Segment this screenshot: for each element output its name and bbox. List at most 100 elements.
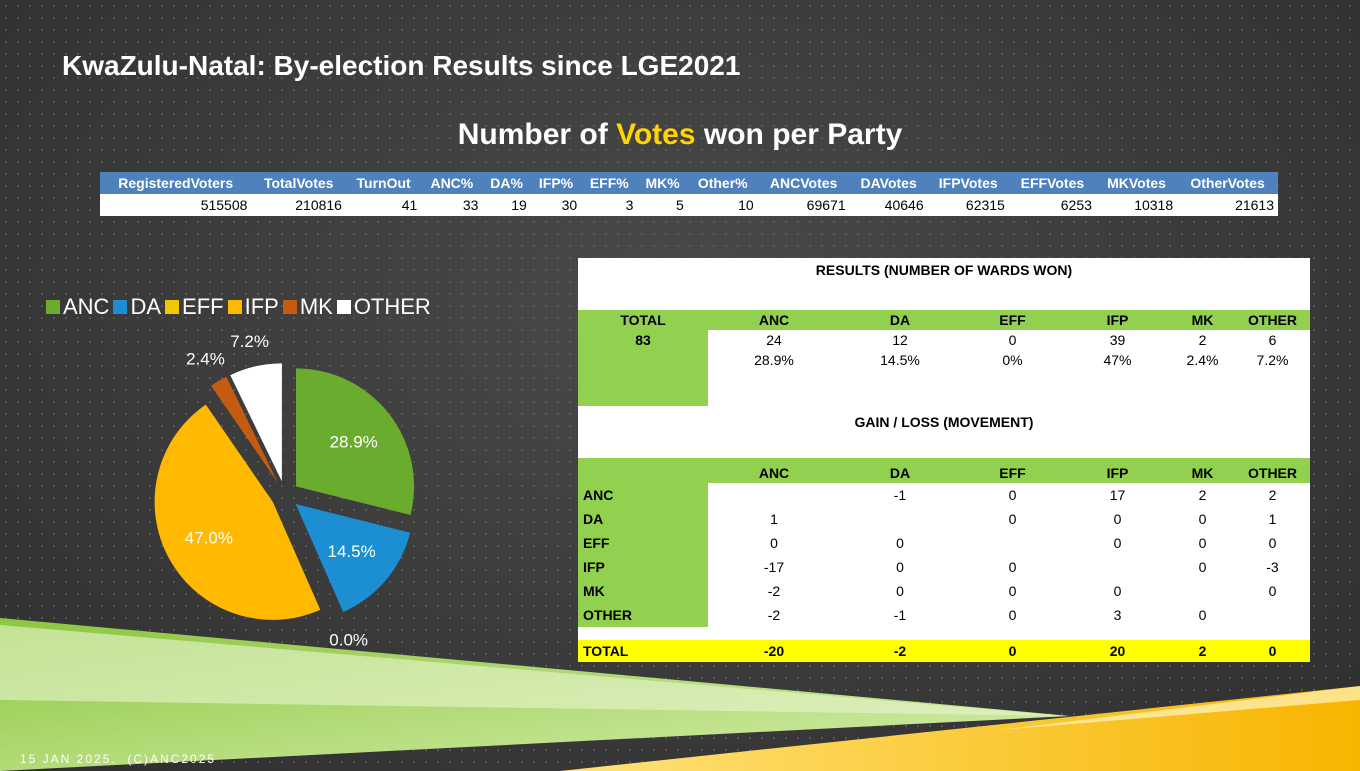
movement-cell: 0 (1008, 487, 1017, 503)
data-label: 2.4% (186, 350, 225, 369)
movement-cell: -2 (767, 607, 781, 623)
header-cell: IFP% (530, 172, 582, 194)
header-cell: MK (1191, 465, 1214, 481)
header-cell: OTHER (1248, 465, 1297, 481)
header-cell: MK% (637, 172, 688, 194)
movement-cell: 0 (1113, 511, 1122, 527)
movement-cell: 0 (1113, 535, 1122, 551)
value-cell: 69671 (757, 194, 850, 216)
percent-cell: 28.9% (754, 352, 794, 368)
header-cell: ANCVotes (757, 172, 850, 194)
movement-cell: 17 (1109, 487, 1126, 503)
total-row (578, 640, 1310, 662)
pie-slice (230, 363, 282, 482)
header-cell: ANC% (421, 172, 483, 194)
movement-cell: -3 (1266, 559, 1279, 575)
pie-slice (211, 376, 278, 483)
value-cell: 30 (530, 194, 582, 216)
subtitle-text: won per Party (703, 118, 903, 151)
movement-cell: 2 (1268, 487, 1277, 503)
value-cell: 515508 (100, 194, 252, 216)
count-cell: 0 (1008, 332, 1017, 348)
movement-cell: 0 (1008, 583, 1017, 599)
row-label: MK (578, 579, 708, 603)
movement-cell: 0 (1008, 559, 1017, 575)
value-cell: 41 (345, 194, 422, 216)
total-cell: 0 (1008, 643, 1017, 659)
yellow-highlight (1000, 686, 1360, 730)
value-cell: 10318 (1095, 194, 1178, 216)
percent-cell: 47% (1103, 352, 1132, 368)
header-cell: ANC (758, 312, 790, 328)
table-title: RESULTS (NUMBER OF WARDS WON) (815, 262, 1073, 278)
legend-label: EFF (182, 294, 224, 319)
movement-cell: 0 (1268, 583, 1277, 599)
total-cell: 2 (1198, 643, 1207, 659)
value-cell: 21613 (1177, 194, 1278, 216)
yellow-band (560, 686, 1360, 771)
total-cell: 0 (1268, 643, 1277, 659)
movement-cell: 2 (1198, 487, 1207, 503)
header-cell: OtherVotes (1177, 172, 1278, 194)
total-cell: -20 (763, 643, 785, 659)
value-cell: 62315 (927, 194, 1009, 216)
row-label: DA (578, 507, 708, 531)
movement-cell: 0 (1198, 559, 1207, 575)
movement-cell: 1 (770, 511, 778, 527)
movement-cell: -1 (893, 487, 907, 503)
header-cell: MK (1191, 312, 1214, 328)
legend: ANC DA EFF IFP MK OTHER (42, 294, 431, 320)
header-cell: DA (889, 465, 911, 481)
movement-cell: 0 (896, 559, 904, 575)
count-cell: 12 (892, 332, 908, 348)
header-cell: Other% (687, 172, 758, 194)
pie-slice (154, 404, 321, 620)
value-cell: 10 (687, 194, 758, 216)
header-cell: IFP (1106, 465, 1129, 481)
legend-swatch (113, 300, 128, 314)
header-cell: IFP (1106, 312, 1129, 328)
row-label: OTHER (578, 603, 708, 627)
data-label: 7.2% (230, 332, 269, 351)
legend-label: DA (130, 294, 162, 319)
header-cell: EFFVotes (1008, 172, 1096, 194)
value-cell: 3 (581, 194, 638, 216)
header-cell: DA (889, 312, 911, 328)
header-cell: TOTAL (620, 312, 666, 328)
movement-cell: 0 (896, 535, 904, 551)
movement-cell: 0 (896, 583, 904, 599)
movement-cell: 0 (1198, 535, 1207, 551)
header-cell: RegisteredVoters (100, 172, 252, 194)
movement-cell: -17 (763, 559, 785, 575)
green-row (578, 458, 1310, 483)
total-cell: -2 (893, 643, 907, 659)
movement-cell: 1 (1268, 511, 1277, 527)
pie-chart: 28.9% 14.5% 0.0% 47.0% 2.4% 7.2% (154, 332, 415, 650)
row-label: ANC (578, 483, 708, 507)
row-label: TOTAL (583, 643, 629, 659)
movement-cell: 0 (1198, 607, 1207, 623)
summary-table: RegisteredVoters TotalVotes TurnOut ANC% DA%… (100, 172, 1278, 216)
pie-slice (295, 504, 411, 612)
percent-cell: 2.4% (1186, 352, 1219, 368)
value-cell: 40646 (849, 194, 928, 216)
legend-label: ANC (63, 294, 110, 319)
total-cell: 20 (1109, 643, 1126, 659)
green-row (578, 310, 1310, 330)
slide-title: KwaZulu-Natal: By-election Results since… (62, 50, 741, 81)
header-cell: OTHER (1248, 312, 1297, 328)
header-cell: ANC (758, 465, 790, 481)
value-cell: 33 (421, 194, 483, 216)
subtitle-text: Number of (457, 118, 608, 151)
total-cell: 83 (635, 332, 651, 348)
count-cell: 24 (766, 332, 782, 348)
data-label: 14.5% (328, 542, 376, 561)
legend-swatch (46, 300, 60, 314)
count-cell: 6 (1268, 332, 1277, 348)
movement-cell: 3 (1113, 607, 1122, 623)
legend-swatch (227, 300, 242, 314)
percent-cell: 7.2% (1256, 352, 1289, 368)
header-cell: EFF% (581, 172, 638, 194)
